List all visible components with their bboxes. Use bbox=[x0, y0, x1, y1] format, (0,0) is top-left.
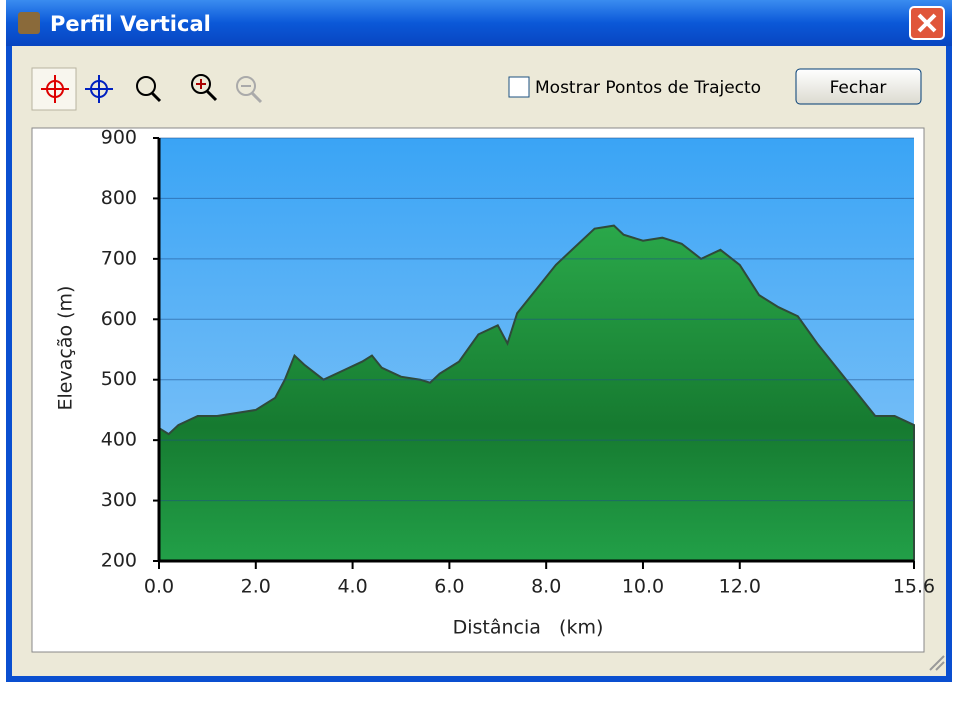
y-tick-label: 400 bbox=[101, 429, 137, 451]
close-dialog-button[interactable] bbox=[795, 68, 922, 105]
resize-grip bbox=[929, 655, 945, 671]
app-icon bbox=[18, 12, 40, 34]
x-axis-label: Distância (km) bbox=[453, 617, 604, 639]
toolbar-icons bbox=[41, 74, 263, 104]
y-tick-label: 200 bbox=[101, 550, 137, 572]
y-tick-label: 700 bbox=[101, 247, 137, 269]
checkbox[interactable] bbox=[508, 76, 530, 98]
x-tick-label: 6.0 bbox=[434, 576, 464, 598]
x-tick-label: 2.0 bbox=[241, 576, 271, 598]
x-tick-label: 12.0 bbox=[719, 576, 761, 598]
x-tick-label: 4.0 bbox=[337, 576, 367, 598]
button-label[interactable]: Fechar bbox=[830, 78, 887, 98]
y-tick-label: 900 bbox=[101, 127, 137, 149]
window-title: Perfil Vertical bbox=[50, 12, 211, 36]
x-tick-label: 15.6 bbox=[893, 576, 935, 598]
y-axis-label: Elevação (m) bbox=[55, 286, 77, 411]
x-tick-label: 10.0 bbox=[622, 576, 664, 598]
y-tick-label: 300 bbox=[101, 489, 137, 511]
checkbox-label[interactable]: Mostrar Pontos de Trajecto bbox=[535, 78, 761, 98]
y-tick-label: 500 bbox=[101, 368, 137, 390]
y-tick-label: 600 bbox=[101, 308, 137, 330]
title-bar bbox=[6, 0, 952, 46]
y-tick-label: 800 bbox=[101, 187, 137, 209]
x-tick-label: 8.0 bbox=[531, 576, 561, 598]
x-tick-label: 0.0 bbox=[144, 576, 174, 598]
close-icon bbox=[917, 13, 937, 33]
